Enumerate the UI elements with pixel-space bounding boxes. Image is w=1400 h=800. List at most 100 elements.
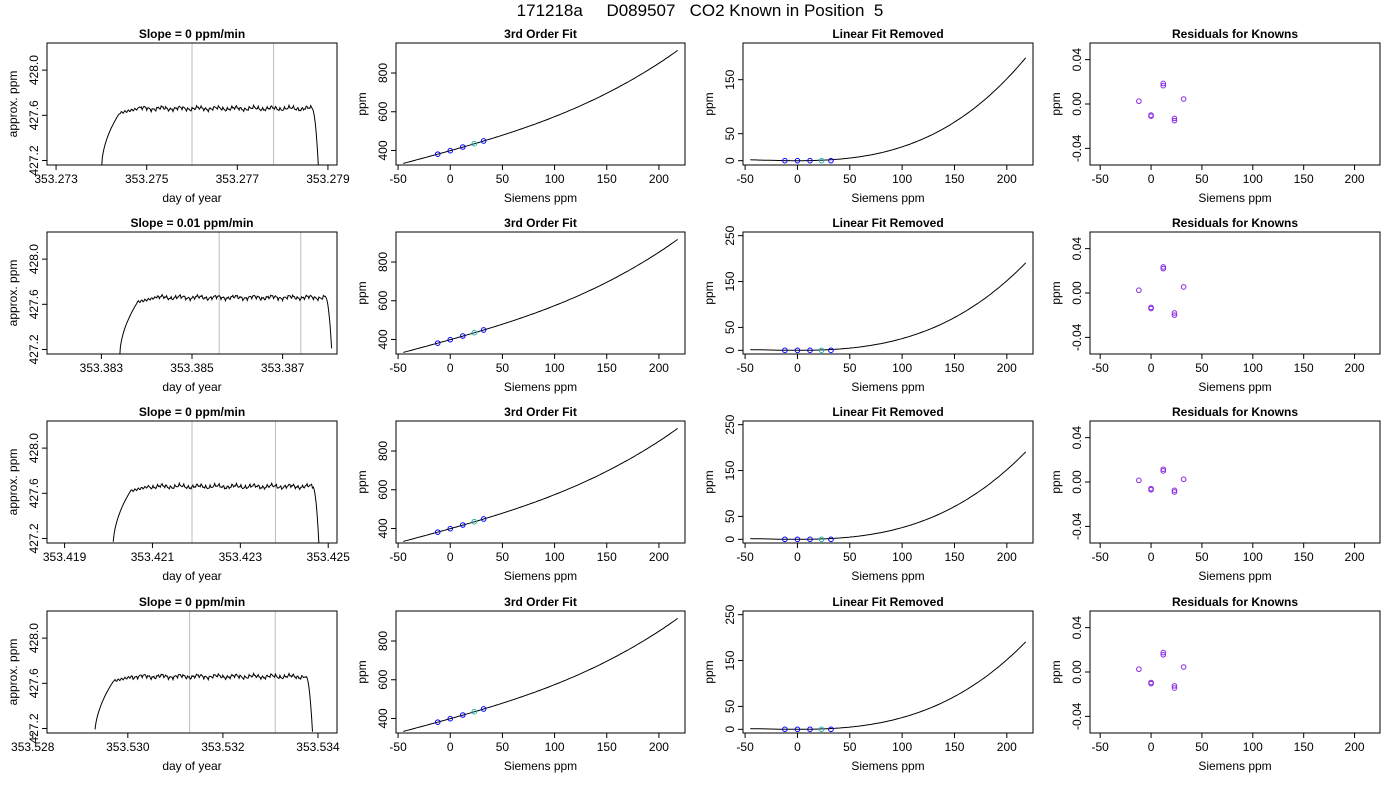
x-tick-label: 200 [1345,550,1365,564]
x-tick-label: 100 [545,172,565,186]
x-tick-label: 0 [447,172,454,186]
x-tick-label: 150 [1294,740,1314,754]
data-point [447,525,454,532]
panel-title: Linear Fit Removed [832,595,943,609]
data-point [1148,305,1154,312]
x-tick-label: -50 [389,361,407,375]
y-tick-label: 427.6 [27,100,41,130]
data-point [447,336,454,343]
y-tick-label: 400 [376,140,390,160]
plot-frame [742,610,1034,734]
fit-curve [750,262,1027,351]
plot-frame [395,610,686,734]
x-tick-label: 50 [496,361,510,375]
data-point [459,144,466,150]
x-tick-label: 200 [997,740,1017,754]
panel-r4-c4: Residuals for Knowns -50 0 50 100 150 200 -0.04… [1049,595,1381,773]
plot-area [119,293,333,354]
x-tick-label: 150 [1294,550,1314,564]
y-tick-label: 427.6 [27,668,41,698]
x-tick-label: 0 [794,550,801,564]
y-tick-label: 600 [376,101,390,121]
plot-frame [395,420,686,544]
x-axis-label: day of year [162,380,221,394]
x-tick-label: 0 [447,740,454,754]
panel-r2-c1: Slope = 0.01 ppm/min 353.383 353.385 353.38… [6,216,338,394]
x-tick-label: 50 [843,361,857,375]
data-point [1171,489,1178,495]
x-tick-label: 200 [997,361,1017,375]
plot-frame [742,42,1034,166]
fit-curve [403,49,678,164]
y-tick-label: 0.00 [1070,660,1084,684]
x-tick-label: 150 [597,550,617,564]
x-tick-label: 200 [649,172,669,186]
x-axis-label: Siemens ppm [1198,759,1271,773]
y-tick-label: 800 [376,252,390,272]
y-tick-label: 0.04 [1070,616,1084,640]
data-point [782,347,788,354]
x-tick-label: 0 [1148,550,1155,564]
y-tick-label: 50 [723,699,737,713]
x-tick-label: -50 [736,740,754,754]
panel-title: Residuals for Knowns [1172,216,1298,230]
data-point [1160,466,1167,473]
data-point [434,719,441,725]
data-point [782,726,788,733]
x-axis-label: Siemens ppm [851,569,924,583]
x-axis-label: day of year [162,759,221,773]
x-tick-label: 353.423 [219,550,263,564]
fit-curve [750,451,1027,540]
y-tick-label: 600 [376,290,390,310]
panel-r1-c3: Linear Fit Removed -50 0 50 100 150 200 0 50 150 S… [702,27,1034,205]
plot-area [750,451,1027,540]
x-tick-label: 200 [649,550,669,564]
x-tick-label: 150 [944,550,964,564]
y-axis-label: ppm [355,660,369,683]
x-tick-label: 50 [1195,740,1209,754]
plot-frame [742,420,1034,544]
x-tick-label: -50 [389,172,407,186]
y-tick-label: 428.0 [27,433,41,463]
y-tick-label: 400 [376,329,390,349]
x-axis-label: Siemens ppm [504,380,577,394]
data-point [1171,487,1178,494]
plot-area [94,672,313,732]
plot-frame [46,610,338,734]
x-tick-label: 100 [1243,740,1263,754]
x-tick-label: 150 [597,740,617,754]
x-tick-label: 150 [597,172,617,186]
data-point [480,706,487,712]
data-point [434,340,441,346]
data-point [1148,113,1154,119]
data-point [471,708,478,715]
panel-title: 3rd Order Fit [504,27,577,41]
panel-r3-c4: Residuals for Knowns -50 0 50 100 150 200 -0.04… [1049,405,1381,583]
fit-curve [403,617,678,732]
y-tick-label: 800 [376,441,390,461]
panel-r2-c4: Residuals for Knowns -50 0 50 100 150 200 -0.04… [1049,216,1381,394]
data-trace [101,103,319,165]
y-tick-label: 427.2 [27,523,41,553]
panel-title: Slope = 0 ppm/min [139,595,245,609]
plot-frame [1089,42,1381,166]
data-point [1160,265,1167,272]
x-tick-label: 50 [843,172,857,186]
y-axis-label: approx. ppm [6,260,20,327]
panel-title: Residuals for Knowns [1172,595,1298,609]
panel-title: Residuals for Knowns [1172,405,1298,419]
y-axis-label: ppm [355,470,369,493]
panel-title: 3rd Order Fit [504,216,577,230]
data-point [1180,476,1187,483]
x-tick-label: -50 [1092,172,1110,186]
plot-frame [1089,610,1381,734]
plot-area [403,49,678,164]
x-tick-label: -50 [1092,740,1110,754]
y-axis-label: ppm [1049,281,1063,304]
data-point [807,726,813,733]
y-tick-label: 0 [723,347,737,354]
panel-title: Slope = 0 ppm/min [139,27,245,41]
x-tick-label: 100 [545,361,565,375]
plot-frame [395,231,686,355]
x-axis-label: Siemens ppm [1198,191,1271,205]
